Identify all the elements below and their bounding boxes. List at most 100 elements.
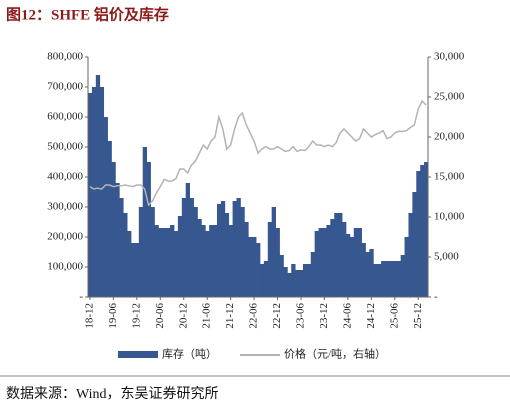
x-tick-label: 25-06 [388,303,400,329]
x-tick-label: 19-06 [107,303,119,329]
inventory-bar [162,228,167,297]
inventory-bar [295,270,300,297]
y-tick-label: 400,000 [47,171,83,183]
inventory-bar [197,219,202,297]
inventory-bar [396,261,402,297]
inventory-bar [306,264,312,297]
inventory-bar [357,228,362,297]
inventory-bar [365,252,370,297]
inventory-bar [388,261,394,297]
x-tick-label: 21-12 [224,303,236,329]
x-tick-label: 23-12 [318,303,330,329]
inventory-bar [88,93,93,297]
inventory-bar [256,243,261,297]
y-tick-label: 500,000 [47,141,83,153]
y2-tick-label: 25,000 [434,91,465,103]
y-tick-label: 700,000 [47,81,83,93]
inventory-bar [173,231,179,297]
inventory-bar [267,222,273,297]
inventory-bar [342,222,347,297]
inventory-bar [291,264,296,297]
x-tick-label: 23-06 [295,303,307,329]
inventory-bar [111,162,116,297]
inventory-bar [166,228,171,297]
inventory-bar [392,261,398,297]
inventory-bar [123,213,128,297]
legend-label: 库存（吨） [162,347,217,361]
inventory-bar [158,228,163,297]
inventory-bar [287,273,292,297]
inventory-bar [299,270,304,297]
inventory-bar [170,225,175,297]
inventory-bar [263,261,269,297]
inventory-bar [240,207,245,297]
inventory-bar [353,228,359,297]
x-tick-label: 20-06 [154,303,166,329]
inventory-bar [232,201,237,297]
inventory-bar [154,225,159,297]
source: 数据来源：Wind，东吴证券研究所 [6,386,219,402]
inventory-bar [107,141,112,297]
inventory-bar [142,147,148,297]
inventory-bar [408,213,413,297]
legend-swatch [118,351,158,358]
x-tick-label: 25-12 [412,303,424,329]
x-tick-label: 24-12 [365,303,377,329]
inventory-bar [369,249,374,297]
inventory-bar [416,171,421,297]
inventory-bar [103,117,108,297]
inventory-bar [271,207,276,297]
inventory-bar [322,228,327,297]
inventory-bar [424,162,429,297]
inventory-bar [377,264,382,297]
inventory-bar [400,255,405,297]
x-tick-label: 22-06 [248,303,260,329]
inventory-bar [314,231,319,297]
inventory-bar [404,237,409,297]
y2-tick-label: 10,000 [434,211,465,223]
inventory-bar [213,225,218,297]
y2-tick-label: 20,000 [434,131,465,143]
inventory-bar [373,264,378,297]
x-tick-label: 18-12 [83,303,95,329]
y-tick-label: 300,000 [47,201,83,213]
inventory-bar [224,213,230,297]
y-tick-label: 800,000 [47,51,83,63]
inventory-bar [244,222,249,297]
inventory-bar [119,198,124,297]
inventory-bar [385,261,390,297]
inventory-bar [181,198,187,297]
inventory-bar [209,225,214,297]
inventory-bar [99,87,105,297]
chart-title: 图12：SHFE 铝价及库存 [6,5,169,23]
inventory-bar [420,165,425,297]
inventory-bar [193,207,198,297]
inventory-bar [259,264,265,297]
inventory-bar [95,75,101,297]
inventory-bar [228,225,233,297]
inventory-bar [310,252,316,297]
y-tick-label: 200,000 [47,231,83,243]
inventory-bar [177,216,183,297]
inventory-bar [185,183,191,297]
x-tick-label: 19-12 [130,303,142,329]
x-tick-label: 20-12 [177,303,189,329]
y-tick-label: - [79,291,83,303]
inventory-bar [130,243,136,297]
inventory-bar [349,237,355,297]
inventory-bar [283,267,288,297]
x-tick-label: 21-06 [201,303,213,329]
y2-tick-label: 15,000 [434,171,465,183]
x-tick-label: 22-12 [271,303,283,329]
y2-tick-label: 30,000 [434,51,465,63]
inventory-bar [318,228,323,297]
inventory-bar [345,234,351,297]
inventory-bar [146,162,151,297]
inventory-bar [115,183,120,297]
inventory-bar [189,198,194,297]
inventory-bar [150,207,155,297]
inventory-bar [134,243,140,297]
y2-tick-label: - [434,291,438,303]
inventory-bar [326,225,331,297]
